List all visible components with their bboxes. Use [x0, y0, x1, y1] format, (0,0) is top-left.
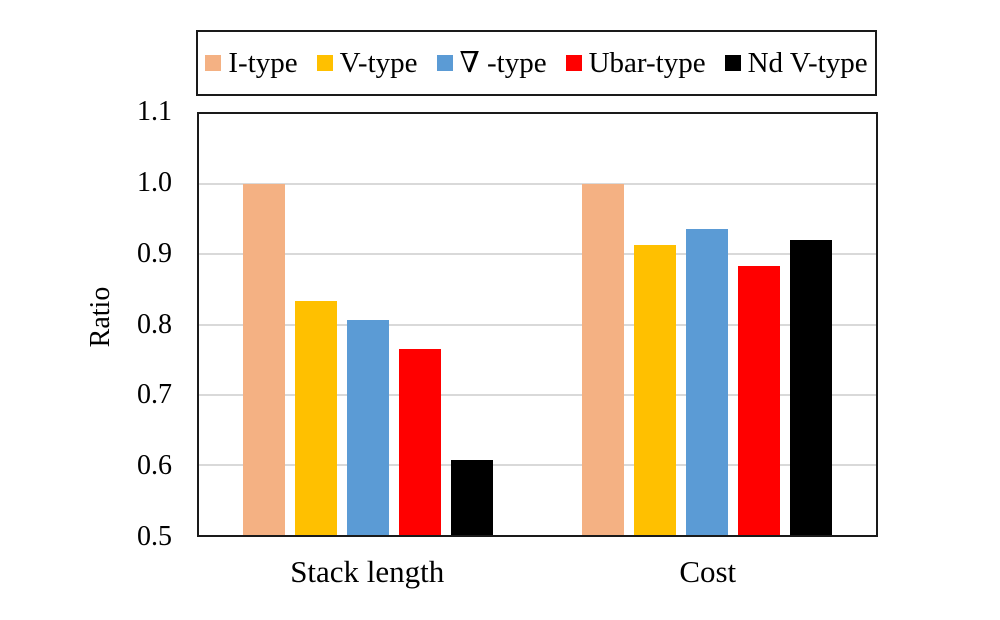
- gridline-0.9: [199, 253, 876, 256]
- gridline-1: [199, 183, 876, 186]
- category-label-cost: Cost: [679, 554, 737, 589]
- legend-label-nd-v-type: Nd V-type: [747, 46, 868, 79]
- legend-label-v-type: V-type: [339, 46, 418, 79]
- y-tick-label-1.1: 1.1: [137, 96, 172, 127]
- legend-item-ubar-type: Ubar-type: [565, 46, 706, 79]
- legend-label-type: ∇ -type: [459, 46, 547, 79]
- bar-stack-length-type: [347, 319, 390, 535]
- bar-group-cost: [538, 114, 877, 535]
- legend-swatch-nd-v-type: [724, 55, 741, 71]
- bar-cost-nd-v-type: [789, 240, 832, 535]
- gridline-0.8: [199, 323, 876, 326]
- gridline-0.6: [199, 463, 876, 466]
- y-tick-label-0.6: 0.6: [137, 450, 172, 482]
- bar-cost-v-type: [633, 244, 676, 535]
- bar-cost-type: [685, 229, 728, 535]
- legend-label-ubar-type: Ubar-type: [588, 46, 706, 79]
- legend-swatch-type: [436, 55, 453, 71]
- y-tick-label-0.9: 0.9: [137, 237, 172, 269]
- category-label-stack-length: Stack length: [290, 554, 445, 589]
- plot-area: [197, 112, 878, 537]
- legend-swatch-v-type: [316, 55, 333, 71]
- legend-label-i-type: I-type: [228, 46, 298, 79]
- bar-stack-length-ubar-type: [399, 349, 442, 535]
- gridline-0.7: [199, 393, 876, 396]
- legend-swatch-i-type: [205, 55, 222, 71]
- bar-cost-ubar-type: [737, 265, 780, 535]
- legend-item-i-type: I-type: [205, 46, 298, 79]
- legend-swatch-ubar-type: [565, 55, 582, 71]
- y-tick-label-0.8: 0.8: [137, 308, 172, 340]
- bar-stack-length-i-type: [243, 184, 286, 535]
- y-tick-label-0.7: 0.7: [137, 379, 172, 411]
- x-axis-category-labels: Stack length Cost: [197, 551, 878, 593]
- bar-cost-i-type: [581, 184, 624, 535]
- legend-item-nd-v-type: Nd V-type: [724, 46, 868, 79]
- y-axis-ticks: 0.5 0.6 0.7 0.8 0.9 1.0 1.1: [100, 97, 182, 552]
- bar-stack-length-nd-v-type: [451, 459, 494, 535]
- y-tick-label-1: 1.0: [137, 166, 172, 198]
- bar-group-stack-length: [199, 114, 538, 535]
- legend: I-type V-type ∇ -type Ubar-type Nd V-type: [196, 30, 877, 96]
- legend-item-type: ∇ -type: [436, 46, 547, 79]
- y-tick-label-0.5: 0.5: [137, 521, 172, 552]
- legend-item-v-type: V-type: [316, 46, 418, 79]
- bar-stack-length-v-type: [295, 301, 338, 535]
